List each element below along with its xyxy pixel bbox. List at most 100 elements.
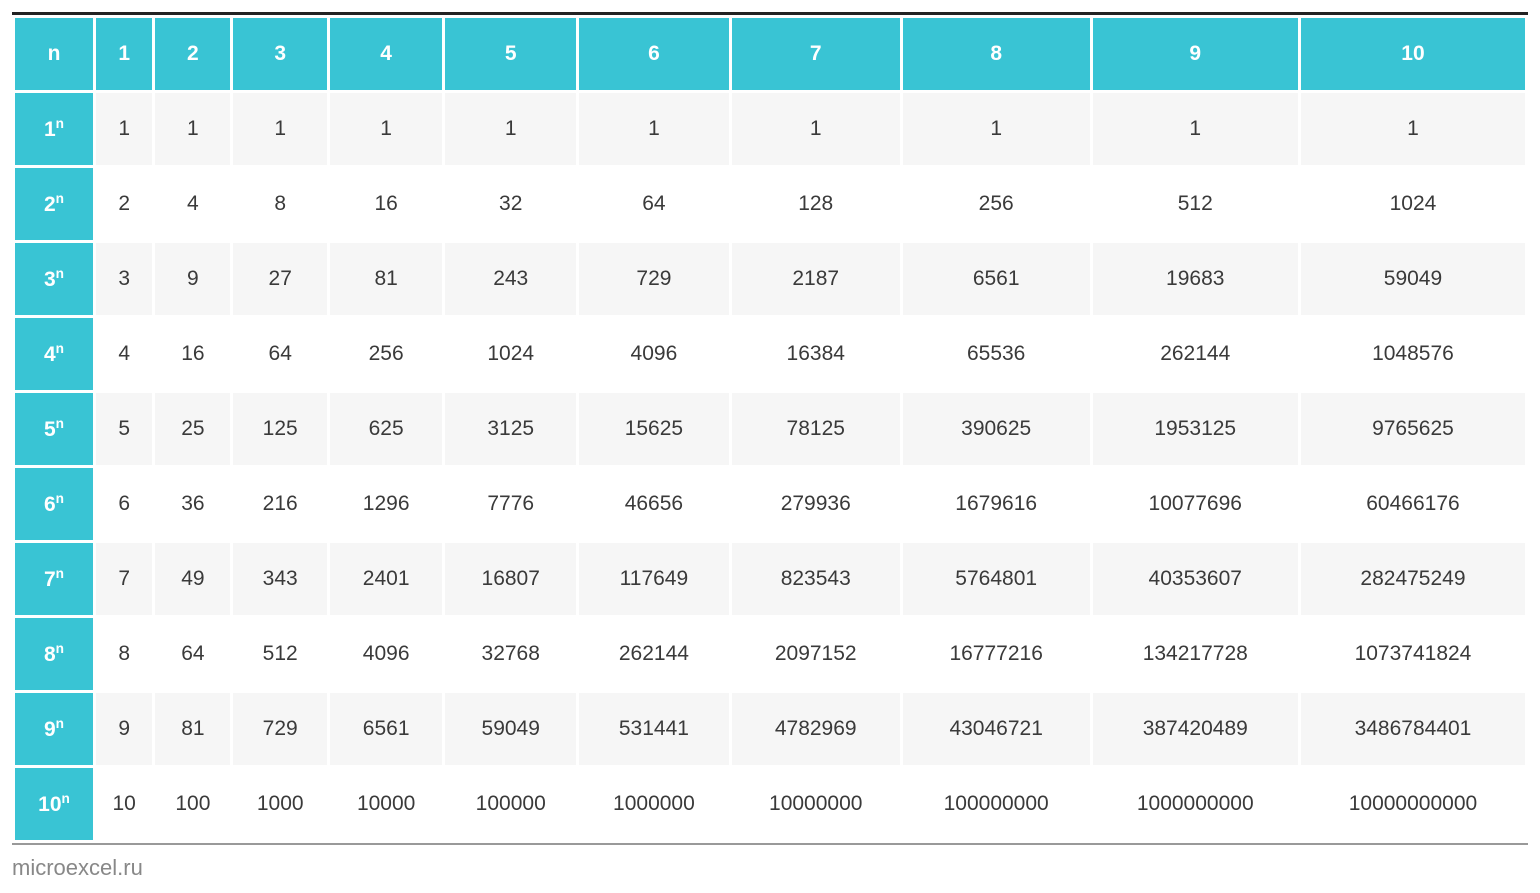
table-row: 5n 5 25 125 625 3125 15625 78125 390625 … xyxy=(15,393,1525,465)
table-cell: 216 xyxy=(233,468,327,540)
table-cell: 3125 xyxy=(445,393,576,465)
table-cell: 15625 xyxy=(579,393,729,465)
table-cell: 10 xyxy=(96,768,152,840)
table-cell: 8 xyxy=(96,618,152,690)
row-header: 2n xyxy=(15,168,93,240)
table-cell: 16807 xyxy=(445,543,576,615)
table-cell: 823543 xyxy=(732,543,900,615)
table-cell: 78125 xyxy=(732,393,900,465)
table-cell: 279936 xyxy=(732,468,900,540)
table-cell: 46656 xyxy=(579,468,729,540)
table-cell: 4 xyxy=(96,318,152,390)
row-exp: n xyxy=(56,416,64,431)
table-row: 1n 1 1 1 1 1 1 1 1 1 1 xyxy=(15,93,1525,165)
row-exp: n xyxy=(56,341,64,356)
row-exp: n xyxy=(62,791,70,806)
row-base: 7 xyxy=(44,568,56,591)
col-header: 4 xyxy=(330,18,442,90)
table-cell: 729 xyxy=(579,243,729,315)
table-row: 9n 9 81 729 6561 59049 531441 4782969 43… xyxy=(15,693,1525,765)
table-cell: 65536 xyxy=(903,318,1090,390)
table-row: 2n 2 4 8 16 32 64 128 256 512 1024 xyxy=(15,168,1525,240)
table-row: 8n 8 64 512 4096 32768 262144 2097152 16… xyxy=(15,618,1525,690)
table-cell: 43046721 xyxy=(903,693,1090,765)
table-cell: 1073741824 xyxy=(1301,618,1525,690)
table-cell: 256 xyxy=(903,168,1090,240)
row-exp: n xyxy=(56,116,64,131)
row-base: 6 xyxy=(44,493,56,516)
row-base: 3 xyxy=(44,268,56,291)
table-cell: 49 xyxy=(155,543,230,615)
table-cell: 243 xyxy=(445,243,576,315)
table-cell: 64 xyxy=(233,318,327,390)
row-base: 5 xyxy=(44,418,56,441)
table-cell: 59049 xyxy=(1301,243,1525,315)
table-cell: 19683 xyxy=(1093,243,1298,315)
table-cell: 531441 xyxy=(579,693,729,765)
row-base: 9 xyxy=(44,718,56,741)
row-header: 5n xyxy=(15,393,93,465)
table-cell: 1 xyxy=(579,93,729,165)
row-base: 1 xyxy=(44,118,56,141)
table-cell: 262144 xyxy=(579,618,729,690)
table-cell: 64 xyxy=(579,168,729,240)
table-cell: 1 xyxy=(732,93,900,165)
table-cell: 16 xyxy=(155,318,230,390)
table-cell: 1 xyxy=(155,93,230,165)
table-cell: 25 xyxy=(155,393,230,465)
col-header: 9 xyxy=(1093,18,1298,90)
table-cell: 6561 xyxy=(330,693,442,765)
row-header: 1n xyxy=(15,93,93,165)
table-cell: 1024 xyxy=(1301,168,1525,240)
table-cell: 64 xyxy=(155,618,230,690)
row-base: 10 xyxy=(38,793,61,816)
table-cell: 343 xyxy=(233,543,327,615)
row-header: 3n xyxy=(15,243,93,315)
table-cell: 9765625 xyxy=(1301,393,1525,465)
table-cell: 2401 xyxy=(330,543,442,615)
table-cell: 1 xyxy=(96,93,152,165)
table-cell: 16 xyxy=(330,168,442,240)
col-header: 3 xyxy=(233,18,327,90)
table-cell: 387420489 xyxy=(1093,693,1298,765)
table-cell: 1 xyxy=(1301,93,1525,165)
table-cell: 1 xyxy=(903,93,1090,165)
table-row: 4n 4 16 64 256 1024 4096 16384 65536 262… xyxy=(15,318,1525,390)
table-cell: 5764801 xyxy=(903,543,1090,615)
col-header: 5 xyxy=(445,18,576,90)
table-cell: 2187 xyxy=(732,243,900,315)
table-cell: 100000000 xyxy=(903,768,1090,840)
table-cell: 16777216 xyxy=(903,618,1090,690)
table-cell: 4 xyxy=(155,168,230,240)
table-cell: 1 xyxy=(330,93,442,165)
table-cell: 40353607 xyxy=(1093,543,1298,615)
table-cell: 36 xyxy=(155,468,230,540)
table-cell: 7776 xyxy=(445,468,576,540)
table-cell: 1048576 xyxy=(1301,318,1525,390)
table-cell: 262144 xyxy=(1093,318,1298,390)
table-cell: 7 xyxy=(96,543,152,615)
table-cell: 1000000000 xyxy=(1093,768,1298,840)
table-cell: 1679616 xyxy=(903,468,1090,540)
table-cell: 10077696 xyxy=(1093,468,1298,540)
row-header: 4n xyxy=(15,318,93,390)
table-cell: 625 xyxy=(330,393,442,465)
table-cell: 2 xyxy=(96,168,152,240)
table-row: 10n 10 100 1000 10000 100000 1000000 100… xyxy=(15,768,1525,840)
col-header: 1 xyxy=(96,18,152,90)
table-cell: 3486784401 xyxy=(1301,693,1525,765)
table-cell: 512 xyxy=(233,618,327,690)
table-row: 6n 6 36 216 1296 7776 46656 279936 16796… xyxy=(15,468,1525,540)
table-cell: 5 xyxy=(96,393,152,465)
col-header: 2 xyxy=(155,18,230,90)
row-header: 7n xyxy=(15,543,93,615)
col-header: 10 xyxy=(1301,18,1525,90)
row-base: 8 xyxy=(44,643,56,666)
table-cell: 100000 xyxy=(445,768,576,840)
table-cell: 81 xyxy=(155,693,230,765)
table-cell: 60466176 xyxy=(1301,468,1525,540)
table-cell: 282475249 xyxy=(1301,543,1525,615)
row-exp: n xyxy=(56,716,64,731)
table-cell: 1 xyxy=(445,93,576,165)
table-cell: 27 xyxy=(233,243,327,315)
